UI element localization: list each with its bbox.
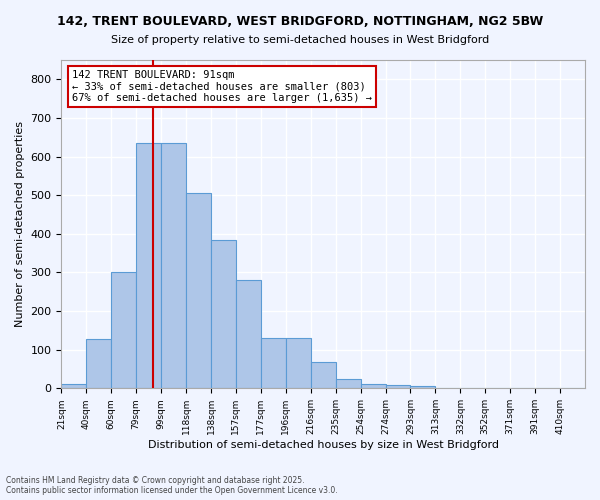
Bar bbox=[161, 143, 186, 388]
Bar bbox=[136, 143, 161, 388]
Bar bbox=[410, 386, 436, 388]
Bar bbox=[111, 272, 136, 388]
Text: 142 TRENT BOULEVARD: 91sqm
← 33% of semi-detached houses are smaller (803)
67% o: 142 TRENT BOULEVARD: 91sqm ← 33% of semi… bbox=[72, 70, 372, 103]
Bar bbox=[286, 338, 311, 388]
Bar bbox=[186, 194, 211, 388]
Bar bbox=[236, 280, 261, 388]
Bar bbox=[61, 384, 86, 388]
X-axis label: Distribution of semi-detached houses by size in West Bridgford: Distribution of semi-detached houses by … bbox=[148, 440, 499, 450]
Bar bbox=[311, 362, 335, 388]
Bar bbox=[335, 378, 361, 388]
Y-axis label: Number of semi-detached properties: Number of semi-detached properties bbox=[15, 121, 25, 327]
Bar bbox=[361, 384, 386, 388]
Bar bbox=[86, 339, 111, 388]
Text: Contains HM Land Registry data © Crown copyright and database right 2025.
Contai: Contains HM Land Registry data © Crown c… bbox=[6, 476, 338, 495]
Bar bbox=[386, 386, 410, 388]
Bar bbox=[211, 240, 236, 388]
Text: 142, TRENT BOULEVARD, WEST BRIDGFORD, NOTTINGHAM, NG2 5BW: 142, TRENT BOULEVARD, WEST BRIDGFORD, NO… bbox=[57, 15, 543, 28]
Text: Size of property relative to semi-detached houses in West Bridgford: Size of property relative to semi-detach… bbox=[111, 35, 489, 45]
Bar bbox=[261, 338, 286, 388]
